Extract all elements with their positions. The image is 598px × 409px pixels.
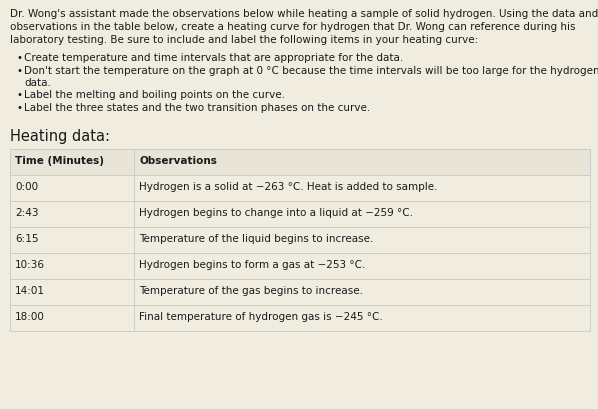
Text: data.: data. xyxy=(24,78,51,88)
Text: laboratory testing. Be sure to include and label the following items in your hea: laboratory testing. Be sure to include a… xyxy=(10,35,478,45)
Text: Dr. Wong's assistant made the observations below while heating a sample of solid: Dr. Wong's assistant made the observatio… xyxy=(10,9,598,19)
Text: 18:00: 18:00 xyxy=(15,312,45,322)
Text: Create temperature and time intervals that are appropriate for the data.: Create temperature and time intervals th… xyxy=(24,53,403,63)
Bar xyxy=(134,175,590,201)
Text: •: • xyxy=(16,103,22,113)
Bar xyxy=(10,279,134,305)
Text: Time (Minutes): Time (Minutes) xyxy=(15,156,104,166)
Text: 14:01: 14:01 xyxy=(15,286,45,296)
Text: Don't start the temperature on the graph at 0 °C because the time intervals will: Don't start the temperature on the graph… xyxy=(24,65,598,75)
Text: Temperature of the liquid begins to increase.: Temperature of the liquid begins to incr… xyxy=(139,234,373,244)
Bar xyxy=(134,279,590,305)
Text: Temperature of the gas begins to increase.: Temperature of the gas begins to increas… xyxy=(139,286,363,296)
Bar xyxy=(134,253,590,279)
Text: 6:15: 6:15 xyxy=(15,234,38,244)
Bar xyxy=(10,227,134,253)
Bar xyxy=(10,175,134,201)
Bar xyxy=(10,253,134,279)
Bar xyxy=(134,305,590,331)
Text: •: • xyxy=(16,65,22,75)
Text: Heating data:: Heating data: xyxy=(10,129,110,144)
Bar xyxy=(134,227,590,253)
Text: 0:00: 0:00 xyxy=(15,182,38,192)
Bar xyxy=(10,149,134,175)
Text: •: • xyxy=(16,53,22,63)
Text: Label the melting and boiling points on the curve.: Label the melting and boiling points on … xyxy=(24,90,285,100)
Text: Label the three states and the two transition phases on the curve.: Label the three states and the two trans… xyxy=(24,103,370,113)
Bar xyxy=(134,149,590,175)
Text: observations in the table below, create a heating curve for hydrogen that Dr. Wo: observations in the table below, create … xyxy=(10,22,575,32)
Bar xyxy=(134,201,590,227)
Text: Hydrogen begins to form a gas at −253 °C.: Hydrogen begins to form a gas at −253 °C… xyxy=(139,260,365,270)
Bar xyxy=(10,201,134,227)
Text: 10:36: 10:36 xyxy=(15,260,45,270)
Text: 2:43: 2:43 xyxy=(15,208,38,218)
Text: •: • xyxy=(16,90,22,100)
Text: Hydrogen begins to change into a liquid at −259 °C.: Hydrogen begins to change into a liquid … xyxy=(139,208,413,218)
Text: Hydrogen is a solid at −263 °C. Heat is added to sample.: Hydrogen is a solid at −263 °C. Heat is … xyxy=(139,182,438,192)
Bar xyxy=(10,305,134,331)
Text: Observations: Observations xyxy=(139,156,217,166)
Text: Final temperature of hydrogen gas is −245 °C.: Final temperature of hydrogen gas is −24… xyxy=(139,312,383,322)
